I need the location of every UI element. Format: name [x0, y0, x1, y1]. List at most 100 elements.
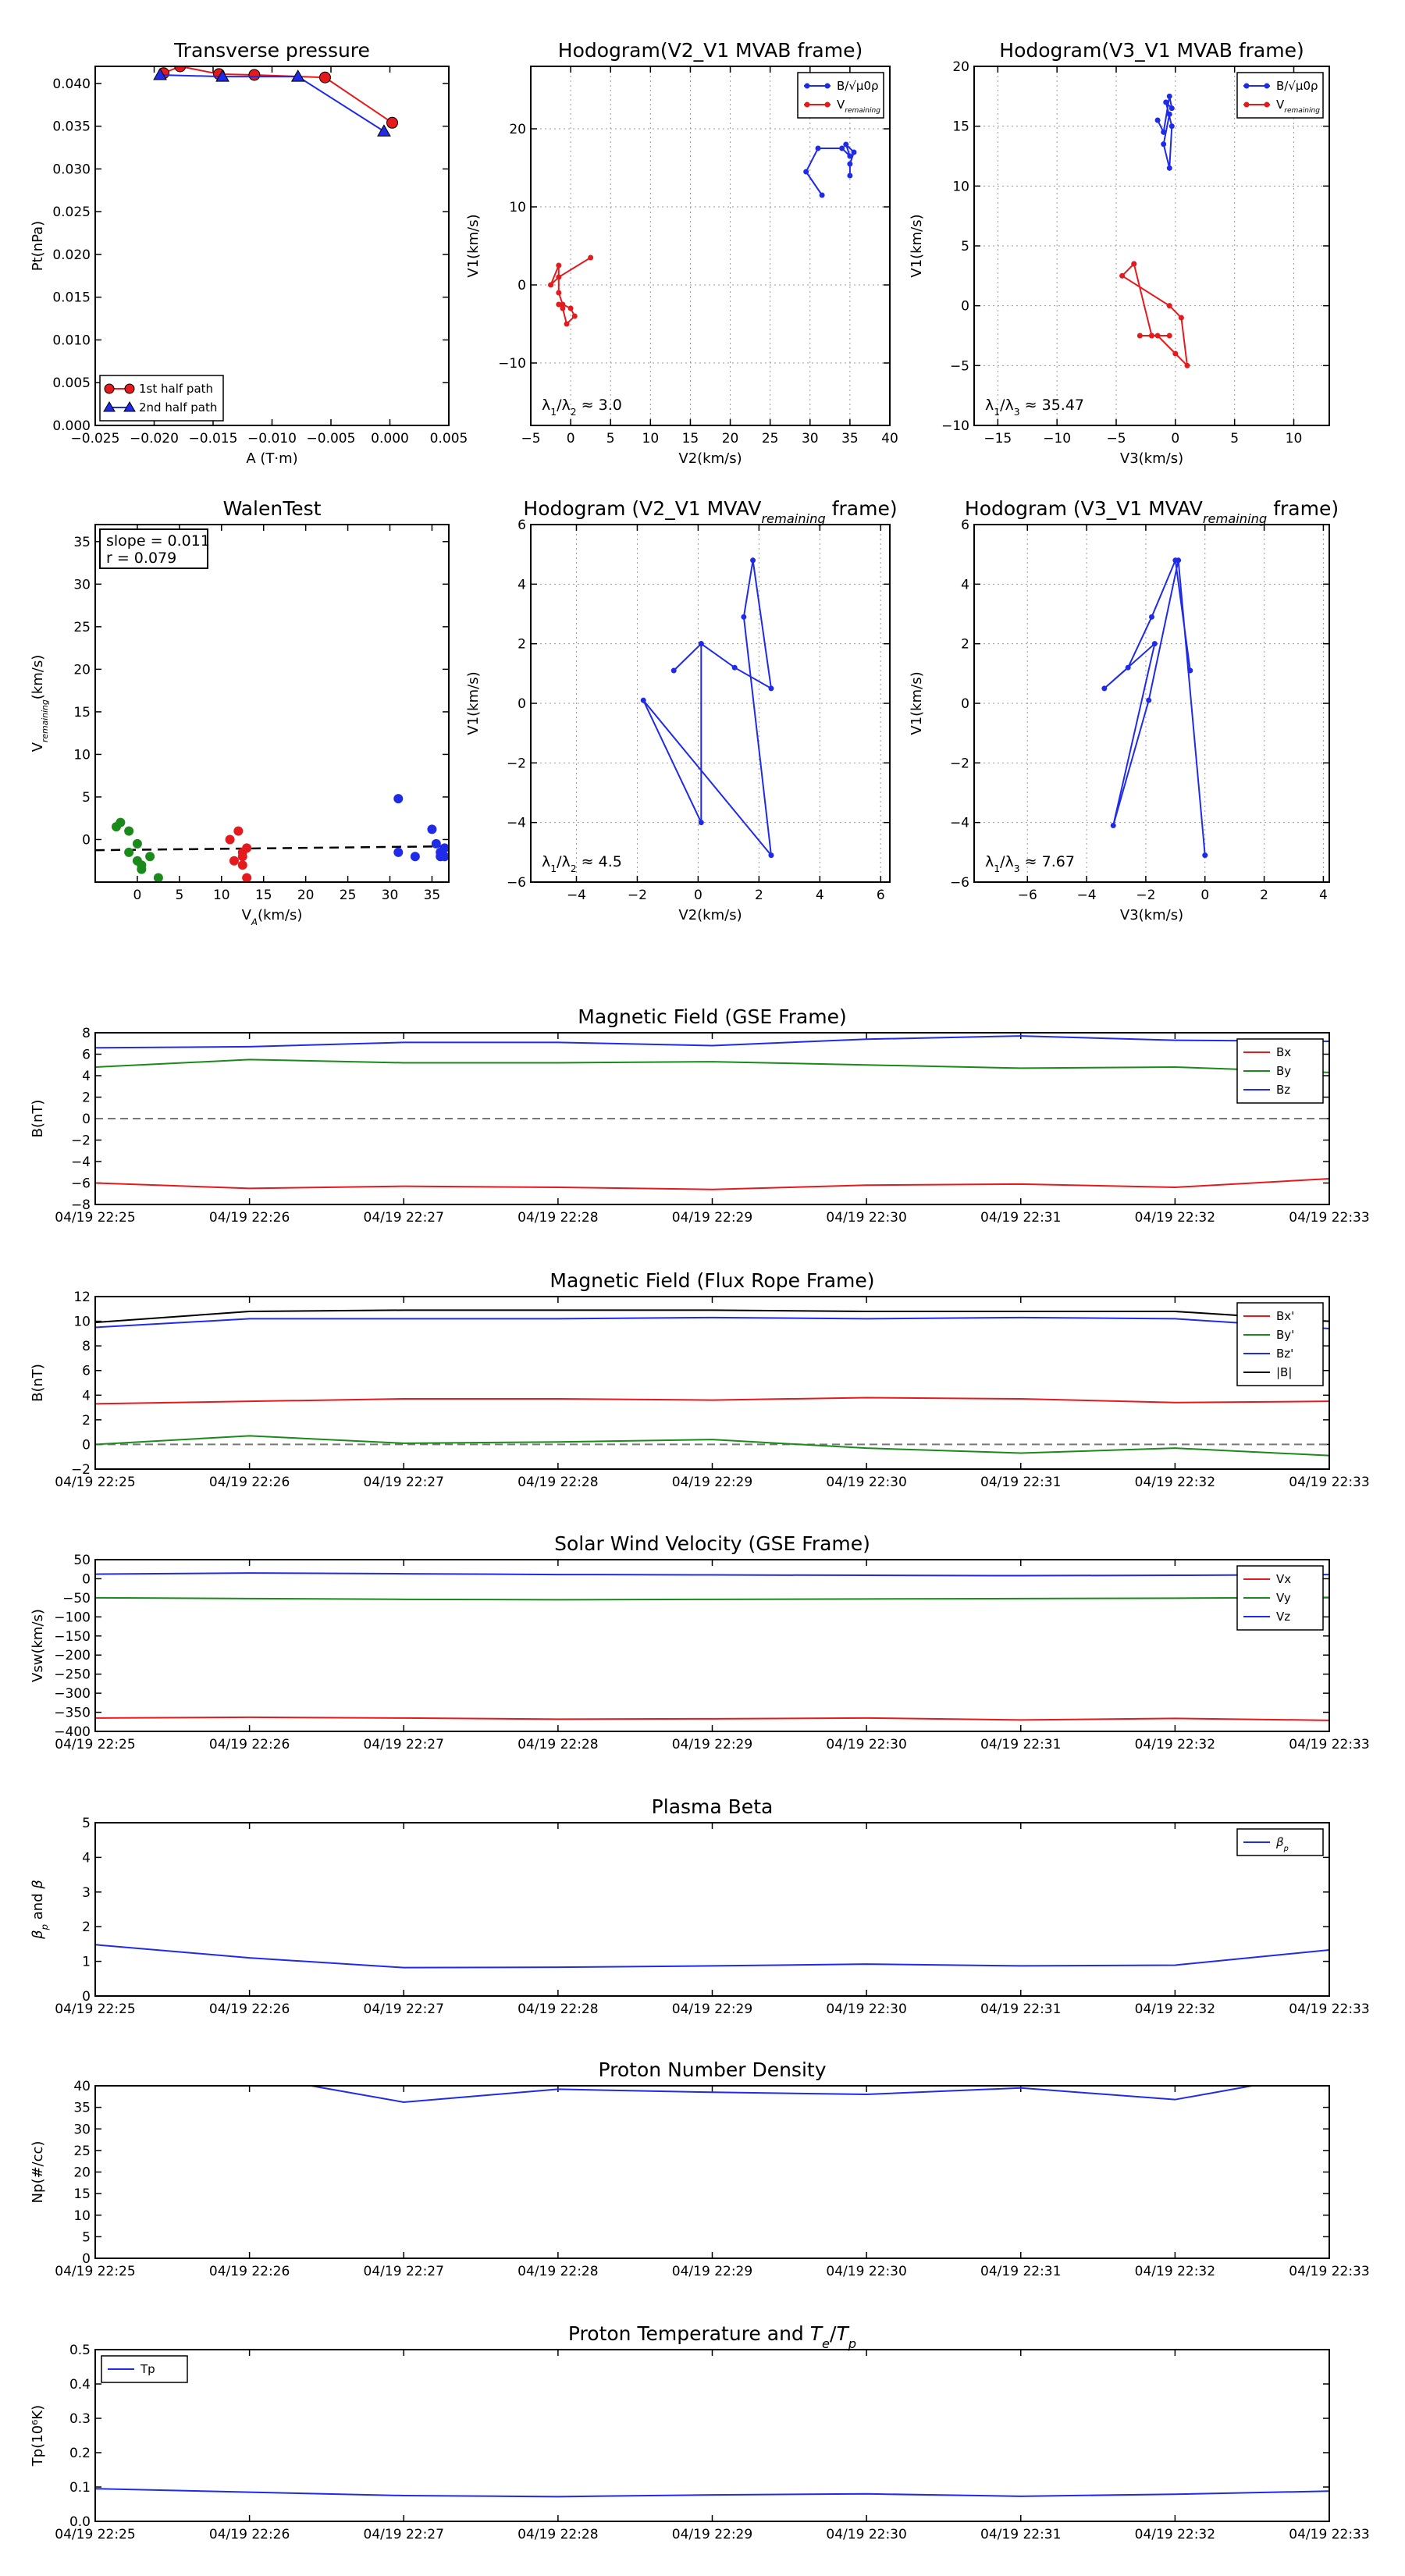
- data-point: [229, 856, 239, 866]
- data-point: [560, 305, 566, 311]
- series-Bx: [95, 1178, 1329, 1190]
- y-tick-label: 8: [82, 1026, 91, 1041]
- y-tick-label: −6: [507, 875, 526, 891]
- data-point: [132, 838, 142, 849]
- x-tick-label: −2: [628, 888, 647, 903]
- data-point: [237, 860, 247, 870]
- y-tick-label: 0.040: [52, 76, 91, 92]
- y-tick-label: −6: [71, 1176, 91, 1192]
- y-tick-label: 6: [961, 518, 969, 533]
- data-point: [851, 149, 857, 155]
- chart-title: Hodogram(V2_V1 MVAB frame): [558, 39, 863, 62]
- data-point: [1119, 272, 1126, 279]
- data-point: [124, 826, 134, 836]
- data-point: [1154, 117, 1161, 123]
- x-tick-label: 4: [1319, 888, 1328, 903]
- x-tick-label: 04/19 22:31: [980, 1737, 1061, 1752]
- y-tick-label: −4: [71, 1155, 91, 1170]
- x-axis-label: V3(km/s): [1120, 450, 1183, 467]
- data-point: [1166, 93, 1172, 99]
- chart-title: Hodogram (V3_V1 MVAVremaining frame): [965, 497, 1339, 526]
- fit-line: [95, 845, 449, 852]
- y-tick-label: 4: [82, 1850, 91, 1866]
- y-tick-label: 25: [73, 620, 91, 635]
- chart-hodo_v3v1_mvab: −15 −10 −5 0 5 10 −10 −5 0 5 10 15 20 Hodogram(V3_V1 …: [909, 39, 1330, 467]
- data-point: [1187, 667, 1193, 674]
- plot-area: [95, 1572, 1329, 1721]
- series-Bx': [95, 1397, 1329, 1405]
- data-point: [1166, 333, 1172, 339]
- x-tick-label: 04/19 22:31: [980, 1210, 1061, 1226]
- y-tick-label: 10: [73, 1315, 91, 1330]
- x-tick-label: 04/19 22:25: [55, 2264, 135, 2279]
- axes-frame: [94, 2085, 1330, 2259]
- data-point: [116, 817, 126, 827]
- x-tick-label: −0.005: [307, 431, 356, 447]
- x-tick-label: 04/19 22:29: [672, 1210, 752, 1226]
- x-tick-label: 04/19 22:30: [826, 2527, 906, 2542]
- data-point: [560, 301, 566, 308]
- data-point: [1154, 333, 1161, 339]
- data-point: [132, 856, 142, 866]
- series-line: [309, 2086, 1256, 2104]
- data-point: [819, 192, 825, 198]
- y-tick-label: 4: [82, 1388, 91, 1404]
- series-line: [95, 1435, 1329, 1457]
- x-tick-label: −5: [1106, 431, 1126, 447]
- legend-label: |B|: [1276, 1365, 1292, 1379]
- y-tick-label: 0.4: [69, 2377, 91, 2393]
- series-line: [550, 257, 592, 326]
- x-tick-label: 15: [255, 888, 272, 903]
- x-tick-label: 20: [297, 888, 315, 903]
- x-tick-label: −10: [1043, 431, 1071, 447]
- y-tick-label: 2: [82, 1413, 91, 1429]
- x-tick-label: 04/19 22:30: [826, 2001, 906, 2017]
- data-point: [393, 794, 404, 804]
- legend: βp: [1236, 1828, 1324, 1856]
- axes-frame: [530, 66, 891, 426]
- plot-area: [548, 141, 857, 327]
- data-point: [410, 852, 420, 862]
- y-axis-label: V1(km/s): [909, 214, 925, 277]
- x-tick-label: 04/19 22:29: [672, 2264, 752, 2279]
- data-point: [1151, 641, 1158, 647]
- series-line: [95, 1035, 1329, 1049]
- data-point: [556, 262, 562, 269]
- x-tick-label: 04/19 22:28: [518, 1475, 598, 1490]
- y-tick-label: −4: [507, 816, 526, 831]
- y-tick-label: −2: [950, 756, 969, 771]
- y-tick-label: 0: [518, 278, 526, 294]
- x-tick-label: 25: [340, 888, 357, 903]
- chart-title: Magnetic Field (GSE Frame): [578, 1005, 846, 1028]
- x-tick-label: 04/19 22:27: [364, 1737, 444, 1752]
- y-tick-label: 6: [82, 1364, 91, 1379]
- y-tick-label: 10: [73, 747, 91, 763]
- data-point: [439, 852, 449, 862]
- legend-marker: [1264, 101, 1270, 108]
- axes-frame: [94, 2349, 1330, 2522]
- legend: B/√μ0ρ Vremaining: [797, 72, 884, 119]
- data-point: [1110, 822, 1116, 828]
- data-point: [1161, 129, 1167, 135]
- axes-frame: [94, 1822, 1330, 1997]
- y-tick-label: 1: [82, 1955, 91, 1970]
- y-tick-label: 20: [952, 59, 969, 75]
- x-tick-label: 04/19 22:25: [55, 2001, 135, 2017]
- y-axis-label: Vsw(km/s): [30, 1609, 46, 1682]
- legend-marker: [104, 383, 115, 394]
- data-point: [750, 557, 756, 564]
- y-tick-label: −100: [54, 1610, 91, 1625]
- data-point: [248, 69, 261, 81]
- data-point: [803, 169, 809, 175]
- plot-area: [95, 794, 449, 882]
- y-tick-label: −2: [71, 1462, 91, 1478]
- legend-label: By: [1276, 1064, 1291, 1078]
- legend-marker: [1264, 83, 1270, 89]
- chart-title: Solar Wind Velocity (GSE Frame): [554, 1532, 870, 1555]
- data-point: [393, 847, 404, 857]
- legend-marker: [804, 101, 810, 108]
- x-tick-label: 10: [213, 888, 230, 903]
- x-tick-label: 04/19 22:32: [1135, 2001, 1215, 2017]
- y-tick-label: 0: [82, 2251, 91, 2267]
- y-tick-label: 20: [73, 662, 91, 678]
